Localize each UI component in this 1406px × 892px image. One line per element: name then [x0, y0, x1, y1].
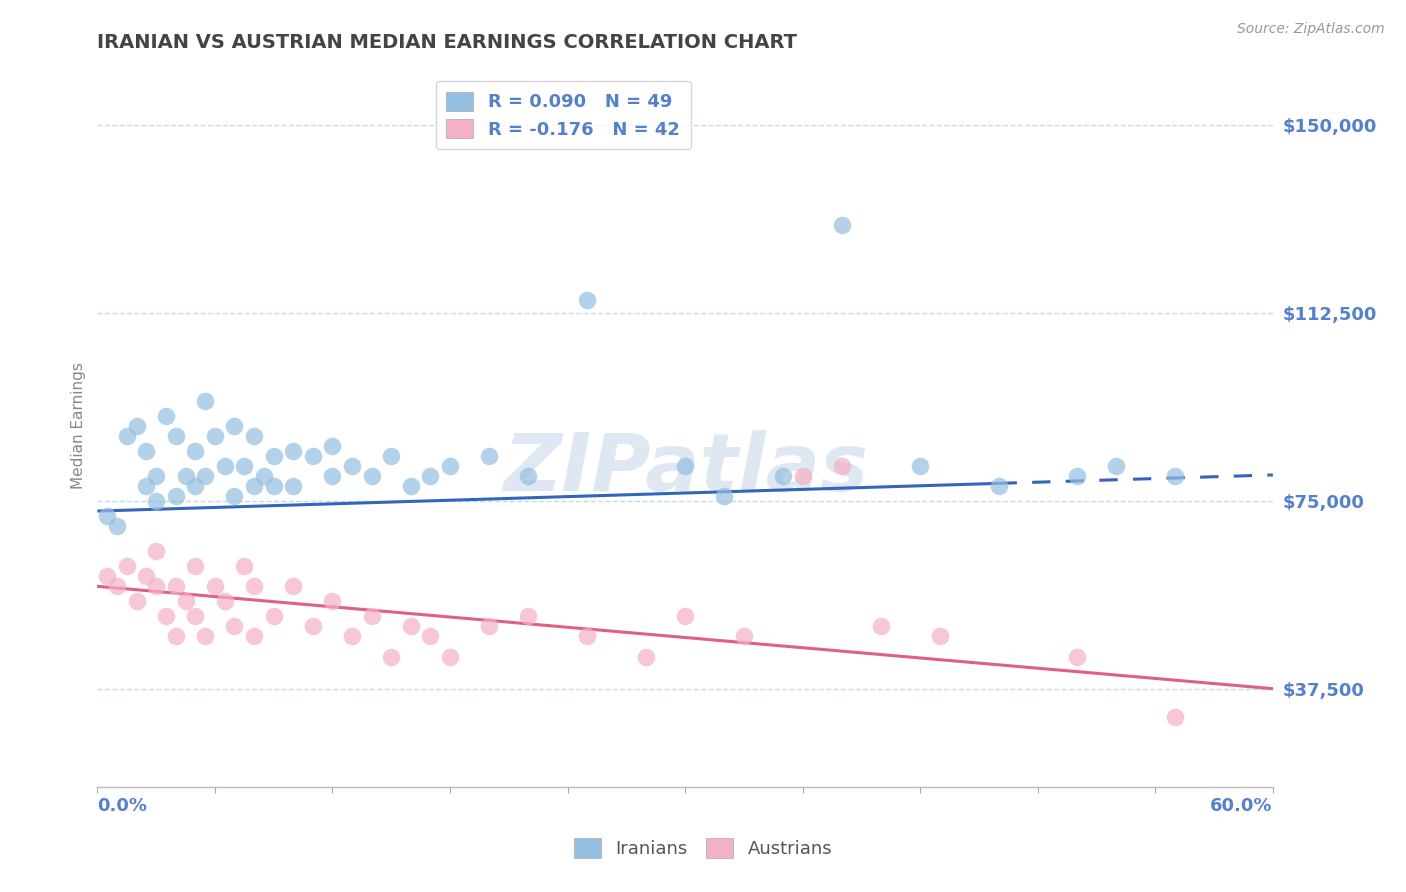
Point — [302, 449, 325, 463]
Point — [96, 569, 118, 583]
Point — [243, 479, 266, 493]
Point — [224, 418, 246, 433]
Point — [165, 579, 187, 593]
Point — [517, 609, 540, 624]
Legend: R = 0.090   N = 49, R = -0.176   N = 42: R = 0.090 N = 49, R = -0.176 N = 42 — [436, 81, 690, 150]
Point — [283, 479, 305, 493]
Point — [105, 579, 128, 593]
Text: 60.0%: 60.0% — [1211, 797, 1272, 815]
Point — [733, 630, 755, 644]
Point — [283, 579, 305, 593]
Point — [184, 443, 207, 458]
Point — [321, 469, 343, 483]
Point — [283, 443, 305, 458]
Point — [165, 630, 187, 644]
Point — [360, 469, 382, 483]
Point — [214, 458, 236, 473]
Text: Source: ZipAtlas.com: Source: ZipAtlas.com — [1237, 22, 1385, 37]
Point — [115, 429, 138, 443]
Point — [1164, 710, 1187, 724]
Point — [321, 594, 343, 608]
Point — [174, 469, 197, 483]
Text: 0.0%: 0.0% — [97, 797, 148, 815]
Point — [145, 579, 167, 593]
Point — [263, 609, 285, 624]
Point — [145, 494, 167, 508]
Point — [194, 630, 217, 644]
Point — [155, 609, 177, 624]
Point — [214, 594, 236, 608]
Point — [439, 649, 461, 664]
Point — [1164, 469, 1187, 483]
Point — [634, 649, 657, 664]
Point — [673, 458, 696, 473]
Point — [517, 469, 540, 483]
Point — [243, 579, 266, 593]
Point — [115, 559, 138, 574]
Point — [184, 559, 207, 574]
Point — [576, 630, 599, 644]
Point — [233, 559, 256, 574]
Text: IRANIAN VS AUSTRIAN MEDIAN EARNINGS CORRELATION CHART: IRANIAN VS AUSTRIAN MEDIAN EARNINGS CORR… — [97, 33, 797, 52]
Point — [419, 630, 441, 644]
Point — [135, 479, 157, 493]
Point — [928, 630, 950, 644]
Point — [204, 429, 226, 443]
Point — [184, 479, 207, 493]
Point — [243, 429, 266, 443]
Point — [194, 393, 217, 408]
Point — [174, 594, 197, 608]
Point — [439, 458, 461, 473]
Point — [184, 609, 207, 624]
Y-axis label: Median Earnings: Median Earnings — [72, 362, 86, 489]
Point — [1066, 649, 1088, 664]
Point — [870, 619, 893, 633]
Point — [380, 649, 402, 664]
Point — [263, 479, 285, 493]
Point — [224, 489, 246, 503]
Point — [908, 458, 931, 473]
Point — [145, 544, 167, 558]
Point — [831, 458, 853, 473]
Point — [576, 293, 599, 308]
Point — [233, 458, 256, 473]
Point — [399, 619, 422, 633]
Point — [478, 449, 501, 463]
Point — [165, 489, 187, 503]
Legend: Iranians, Austrians: Iranians, Austrians — [567, 830, 839, 865]
Point — [155, 409, 177, 423]
Point — [831, 218, 853, 232]
Point — [419, 469, 441, 483]
Point — [165, 429, 187, 443]
Point — [224, 619, 246, 633]
Point — [302, 619, 325, 633]
Point — [713, 489, 735, 503]
Point — [263, 449, 285, 463]
Point — [380, 449, 402, 463]
Point — [478, 619, 501, 633]
Point — [105, 519, 128, 533]
Point — [125, 594, 148, 608]
Point — [135, 443, 157, 458]
Point — [792, 469, 814, 483]
Point — [321, 439, 343, 453]
Point — [125, 418, 148, 433]
Point — [987, 479, 1010, 493]
Point — [673, 609, 696, 624]
Text: ZIPatlas: ZIPatlas — [502, 430, 868, 508]
Point — [1066, 469, 1088, 483]
Point — [360, 609, 382, 624]
Point — [772, 469, 794, 483]
Point — [253, 469, 276, 483]
Point — [135, 569, 157, 583]
Point — [145, 469, 167, 483]
Point — [399, 479, 422, 493]
Point — [204, 579, 226, 593]
Point — [1105, 458, 1128, 473]
Point — [96, 509, 118, 524]
Point — [194, 469, 217, 483]
Point — [340, 630, 363, 644]
Point — [243, 630, 266, 644]
Point — [340, 458, 363, 473]
